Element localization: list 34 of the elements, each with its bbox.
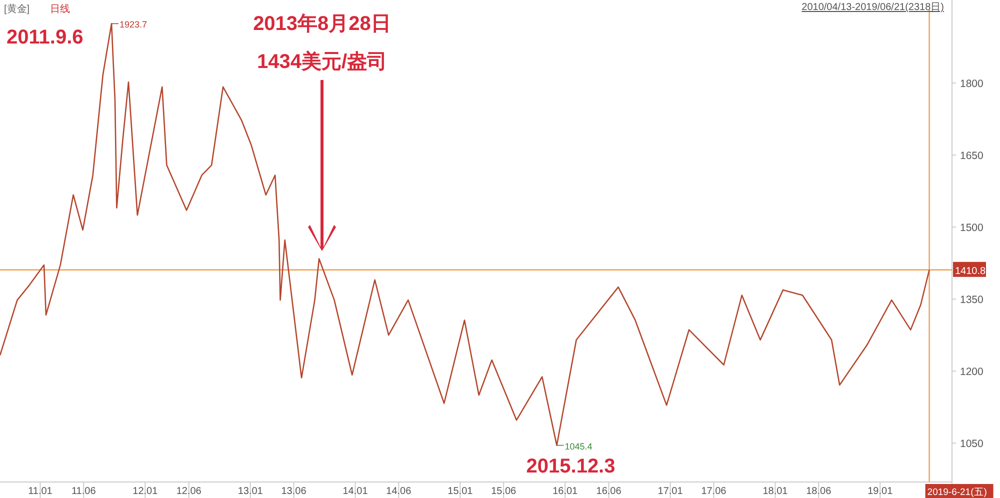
x-tick-label: 13.01 [238, 486, 264, 497]
y-tick-label: 1350 [960, 294, 984, 306]
x-tick-label: 11.06 [71, 486, 96, 497]
x-tick-label: 13.06 [281, 486, 307, 497]
y-tick-label: 1050 [960, 438, 984, 450]
x-tick-label: 11.01 [28, 486, 53, 497]
x-tick-label: 18.06 [806, 486, 832, 497]
x-tick-label: 16.01 [552, 486, 578, 497]
annotation: 2013年8月28日 [253, 13, 391, 35]
y-tick-label: 1200 [960, 366, 984, 378]
x-tick-label: 14.01 [342, 486, 368, 497]
y-tick-label: 1800 [960, 78, 984, 90]
ref-line-label: 1410.8 [955, 266, 986, 277]
annotation: 1045.4 [564, 441, 592, 452]
x-tick-label: 18.01 [762, 486, 788, 497]
x-tick-label: 19.01 [868, 486, 894, 497]
x-tick-label: 15.01 [448, 486, 474, 497]
x-tick-label: 17.06 [701, 486, 727, 497]
annotation: 2010/04/13-2019/06/21(2318日) [802, 2, 944, 13]
annotation: 2015.12.3 [526, 455, 616, 478]
x-tick-label: 12.01 [132, 486, 158, 497]
x-tick-label: 15.06 [491, 486, 517, 497]
annotation: 1434美元/盎司 [256, 50, 388, 73]
annotation: 2011.9.6 [6, 26, 84, 49]
x-tick-label: 12.06 [176, 486, 202, 497]
y-tick-label: 1500 [960, 222, 984, 234]
ref-line-label: 2019-6-21(五) [927, 487, 987, 498]
x-tick-label: 16.06 [596, 486, 622, 497]
annotation: 1923.7 [120, 20, 148, 30]
chart-subtitle: 日线 [50, 3, 70, 15]
x-tick-label: 14.06 [386, 486, 412, 497]
x-tick-label: 17.01 [658, 486, 684, 497]
y-tick-label: 1650 [960, 150, 984, 162]
chart-title: [黄金] [4, 3, 30, 15]
